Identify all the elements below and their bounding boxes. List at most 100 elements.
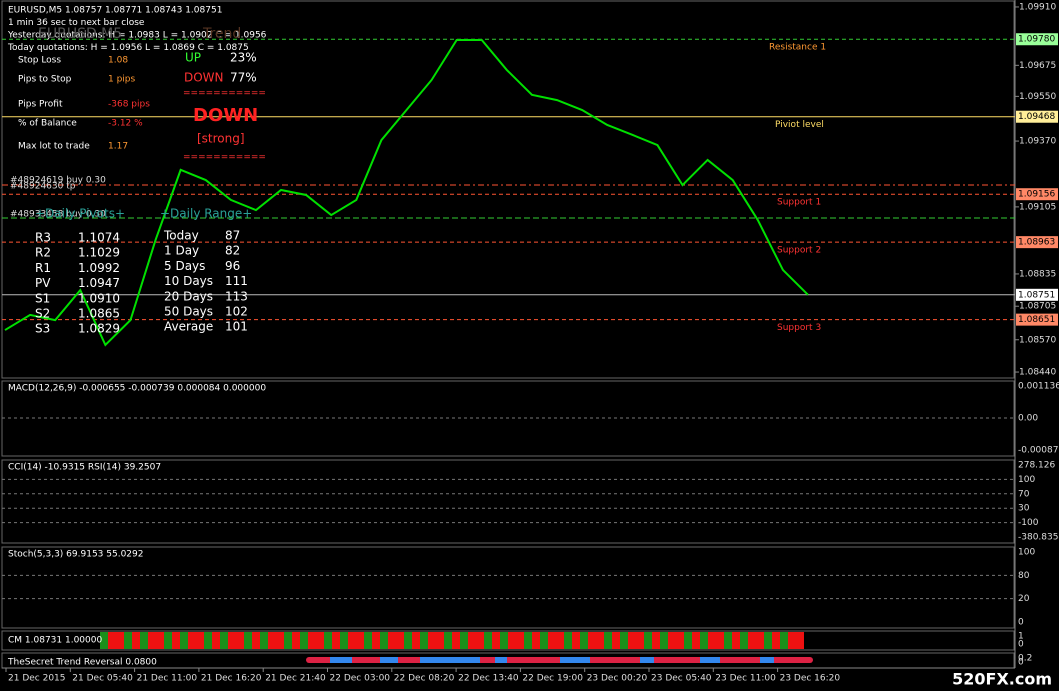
range-label: 1 Day bbox=[164, 244, 199, 258]
separator: =========== bbox=[183, 89, 266, 99]
cm-bar bbox=[740, 632, 748, 649]
level-price-box bbox=[1016, 188, 1058, 201]
risk-label: % of Balance bbox=[18, 119, 77, 129]
cm-bar bbox=[556, 632, 564, 649]
x-tick-label: 22 Dec 13:40 bbox=[458, 674, 519, 684]
cm-bar bbox=[276, 632, 284, 649]
range-value: 101 bbox=[225, 320, 248, 334]
x-tick-label: 23 Dec 16:20 bbox=[780, 674, 841, 684]
header-text: Yesterday quotations: H = 1.0983 L = 1.0… bbox=[7, 31, 267, 41]
range-label: Today bbox=[163, 229, 199, 243]
cm-bar bbox=[684, 632, 692, 649]
panel-frame bbox=[1, 630, 1015, 651]
trend-bar-segment bbox=[420, 657, 480, 663]
cm-bar bbox=[452, 632, 460, 649]
risk-value: 1 pips bbox=[108, 75, 136, 85]
pivot-value: 1.0829 bbox=[78, 322, 120, 336]
y-tick-label: 1.08570 bbox=[1019, 335, 1056, 345]
cm-bar bbox=[644, 632, 652, 649]
cm-bar bbox=[212, 632, 220, 649]
ghost-text: EURUSD M5 bbox=[38, 26, 122, 42]
cm-bar bbox=[324, 632, 332, 649]
indicator-tick-label: 80 bbox=[1018, 571, 1030, 581]
cm-bar bbox=[140, 632, 148, 649]
cm-bar bbox=[356, 632, 364, 649]
cm-bar bbox=[268, 632, 276, 649]
risk-label: Pips Profit bbox=[18, 100, 63, 110]
range-value: 102 bbox=[225, 305, 248, 319]
indicator-tick-label: 0 bbox=[1018, 618, 1024, 628]
cm-bar bbox=[428, 632, 436, 649]
risk-value: 1.08 bbox=[108, 56, 128, 66]
cm-bar bbox=[292, 632, 300, 649]
cm-bar bbox=[116, 632, 124, 649]
cm-bar bbox=[604, 632, 612, 649]
range-value: 82 bbox=[225, 244, 240, 258]
ghost-text: Trend bbox=[202, 26, 241, 42]
trend-bar-segment bbox=[640, 657, 654, 663]
cm-bar bbox=[420, 632, 428, 649]
risk-label: Max lot to trade bbox=[18, 142, 90, 152]
indicator-title: TheSecret Trend Reversal 0.0800 bbox=[7, 658, 157, 668]
cm-bar bbox=[772, 632, 780, 649]
cm-bar bbox=[180, 632, 188, 649]
y-tick-label: 1.08705 bbox=[1019, 302, 1056, 312]
order-label: #48924630 tp bbox=[10, 182, 76, 192]
indicator-tick-label: 100 bbox=[1018, 475, 1035, 485]
cm-bar bbox=[100, 632, 108, 649]
trend-up: UP bbox=[185, 51, 201, 65]
pivot-label: S1 bbox=[35, 291, 50, 305]
range-label: Average bbox=[164, 320, 213, 334]
cm-bar bbox=[612, 632, 620, 649]
trend-bar-segment bbox=[560, 657, 590, 663]
cm-bar bbox=[516, 632, 524, 649]
level-price-box bbox=[1016, 33, 1058, 46]
pivot-label: S3 bbox=[35, 322, 50, 336]
cm-bar bbox=[524, 632, 532, 649]
order-label: #48933458 buy 0.30 bbox=[10, 210, 106, 220]
cm-bar bbox=[204, 632, 212, 649]
cm-bar bbox=[164, 632, 172, 649]
pivot-value: 1.0947 bbox=[78, 276, 120, 290]
level-price-label: 1.09468 bbox=[1018, 112, 1055, 122]
cm-bar bbox=[364, 632, 372, 649]
y-tick-label: 1.08835 bbox=[1019, 269, 1056, 279]
x-tick-label: 22 Dec 03:00 bbox=[330, 674, 391, 684]
header-text: Today quotations: H = 1.0956 L = 1.0869 … bbox=[7, 43, 249, 53]
level-price-label: 1.09780 bbox=[1018, 35, 1055, 45]
indicator-title: Stoch(5,3,3) 69.9153 55.0292 bbox=[8, 550, 143, 560]
cm-bar bbox=[580, 632, 588, 649]
cm-bar bbox=[716, 632, 724, 649]
cm-bar bbox=[332, 632, 340, 649]
x-tick-label: 21 Dec 2015 bbox=[8, 674, 66, 684]
x-tick-label: 22 Dec 08:20 bbox=[394, 674, 455, 684]
range-value: 111 bbox=[225, 274, 248, 288]
x-tick-label: 23 Dec 05:40 bbox=[651, 674, 712, 684]
indicator-title: CM 1.08731 1.00000 bbox=[8, 636, 102, 646]
x-tick-label: 21 Dec 16:20 bbox=[201, 674, 262, 684]
pivot-value: 1.0865 bbox=[78, 307, 120, 321]
level-price-box bbox=[1016, 110, 1058, 123]
y-tick-label: 1.08440 bbox=[1019, 368, 1056, 378]
cm-bar bbox=[588, 632, 596, 649]
cm-bar bbox=[732, 632, 740, 649]
range-value: 113 bbox=[225, 289, 248, 303]
trend-down: DOWN bbox=[184, 71, 224, 85]
cm-bar bbox=[404, 632, 412, 649]
cm-bar bbox=[244, 632, 252, 649]
indicator-tick-label: 0.2 bbox=[1018, 654, 1032, 664]
trend-bar-segment bbox=[380, 657, 398, 663]
cm-bar bbox=[484, 632, 492, 649]
cm-bar bbox=[500, 632, 508, 649]
cm-bar bbox=[468, 632, 476, 649]
cm-bar bbox=[628, 632, 636, 649]
range-label: 10 Days bbox=[164, 274, 213, 288]
cm-bar bbox=[396, 632, 404, 649]
indicator-tick-label: -380.8354 bbox=[1018, 533, 1059, 543]
cm-bar bbox=[564, 632, 572, 649]
cm-bar bbox=[492, 632, 500, 649]
cm-bar bbox=[796, 632, 804, 649]
cm-bar bbox=[124, 632, 132, 649]
cm-bar bbox=[412, 632, 420, 649]
